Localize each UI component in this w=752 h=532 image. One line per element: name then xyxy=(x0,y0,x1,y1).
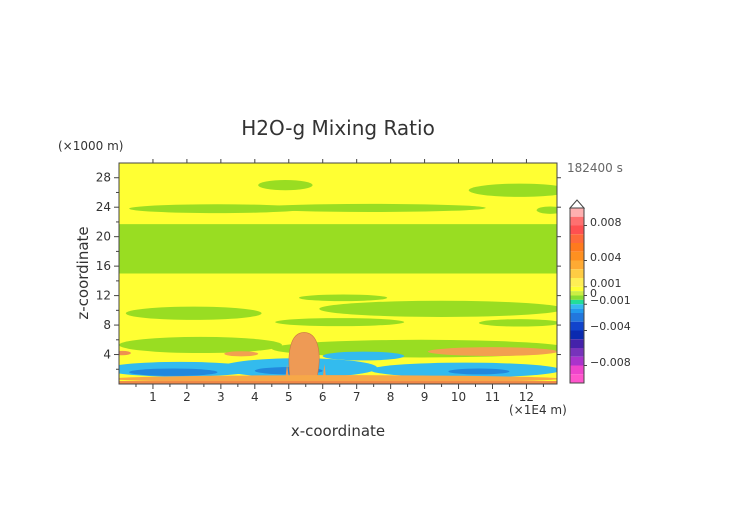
field-region xyxy=(322,351,405,361)
colorbar-segment xyxy=(570,299,584,305)
y-tick-label: 24 xyxy=(96,200,111,214)
colorbar-label: 0.004 xyxy=(590,251,622,264)
colorbar-label: −0.004 xyxy=(590,320,631,333)
contour-field xyxy=(119,163,557,384)
colorbar-segment xyxy=(570,208,584,217)
colorbar-segment xyxy=(570,308,584,313)
chart-title: H2O-g Mixing Ratio xyxy=(241,116,435,140)
colorbar-segment xyxy=(570,260,584,270)
field-region xyxy=(119,375,557,383)
colorbar-segment xyxy=(570,243,584,252)
field-region xyxy=(536,206,557,214)
x-tick-label: 9 xyxy=(421,390,429,404)
colorbar-segment xyxy=(570,286,584,292)
colorbar-segment xyxy=(570,269,584,278)
field-region xyxy=(119,350,131,356)
colorbar-segment xyxy=(570,348,584,357)
time-label: 182400 s xyxy=(567,161,623,175)
colorbar-segment xyxy=(570,291,584,296)
field-plume xyxy=(288,332,320,381)
x-tick-label: 8 xyxy=(387,390,395,404)
field-region xyxy=(258,179,313,191)
colorbar-segment xyxy=(570,216,584,226)
colorbar-segment xyxy=(570,330,584,340)
colorbar-label: 0.001 xyxy=(590,277,622,290)
x-tick-label: 1 xyxy=(149,390,157,404)
y-tick-label: 8 xyxy=(103,318,111,332)
y-tick-label: 28 xyxy=(96,171,111,185)
field-region xyxy=(254,203,486,212)
x-tick-label: 11 xyxy=(485,390,500,404)
colorbar-segment xyxy=(570,321,584,331)
field-region xyxy=(298,294,388,302)
colorbar-segment xyxy=(570,225,584,235)
field-region xyxy=(319,300,557,317)
colorbar-segment xyxy=(570,339,584,348)
colorbar-segment xyxy=(570,365,584,375)
field-region xyxy=(448,368,510,375)
field-region xyxy=(468,183,557,197)
colorbar-label: −0.008 xyxy=(590,356,631,369)
field-region xyxy=(478,319,557,327)
field-surface-band xyxy=(119,381,557,384)
colorbar-segment xyxy=(570,295,584,300)
colorbar-segment xyxy=(570,313,584,322)
field-region xyxy=(129,368,218,376)
x-tick-label: 7 xyxy=(353,390,361,404)
colorbar-segment xyxy=(570,304,584,309)
x-tick-label: 10 xyxy=(451,390,466,404)
field-band xyxy=(119,224,557,274)
field-region xyxy=(275,318,405,327)
colorbar-segment xyxy=(570,278,584,287)
colorbar-segment xyxy=(570,374,584,383)
field-region xyxy=(427,347,557,357)
colorbar-top-arrow xyxy=(568,199,586,209)
y-axis-title: z-coordinate xyxy=(74,226,92,319)
y-tick-label: 12 xyxy=(96,289,111,303)
field-region xyxy=(125,306,262,320)
y-tick-label: 16 xyxy=(96,259,111,273)
x-tick-label: 12 xyxy=(519,390,534,404)
x-tick-label: 3 xyxy=(217,390,225,404)
x-unit-label: (×1E4 m) xyxy=(509,403,567,417)
colorbar-label: 0.008 xyxy=(590,216,622,229)
colorbar-label: 0 xyxy=(590,287,597,300)
colorbar-segment xyxy=(570,356,584,366)
x-tick-label: 5 xyxy=(285,390,293,404)
x-tick-label: 2 xyxy=(183,390,191,404)
y-tick-label: 4 xyxy=(103,348,111,362)
field-region xyxy=(224,351,259,357)
plot-frame xyxy=(118,162,558,385)
y-tick-label: 20 xyxy=(96,230,111,244)
x-tick-label: 4 xyxy=(251,390,259,404)
colorbar-label: −0.001 xyxy=(590,294,631,307)
field-region xyxy=(129,204,306,214)
field-region xyxy=(119,336,282,354)
y-unit-label: (×1000 m) xyxy=(58,139,123,153)
colorbar-segment xyxy=(570,251,584,261)
x-tick-label: 6 xyxy=(319,390,327,404)
colorbar-segment xyxy=(570,234,584,243)
x-axis-title: x-coordinate xyxy=(291,422,385,440)
